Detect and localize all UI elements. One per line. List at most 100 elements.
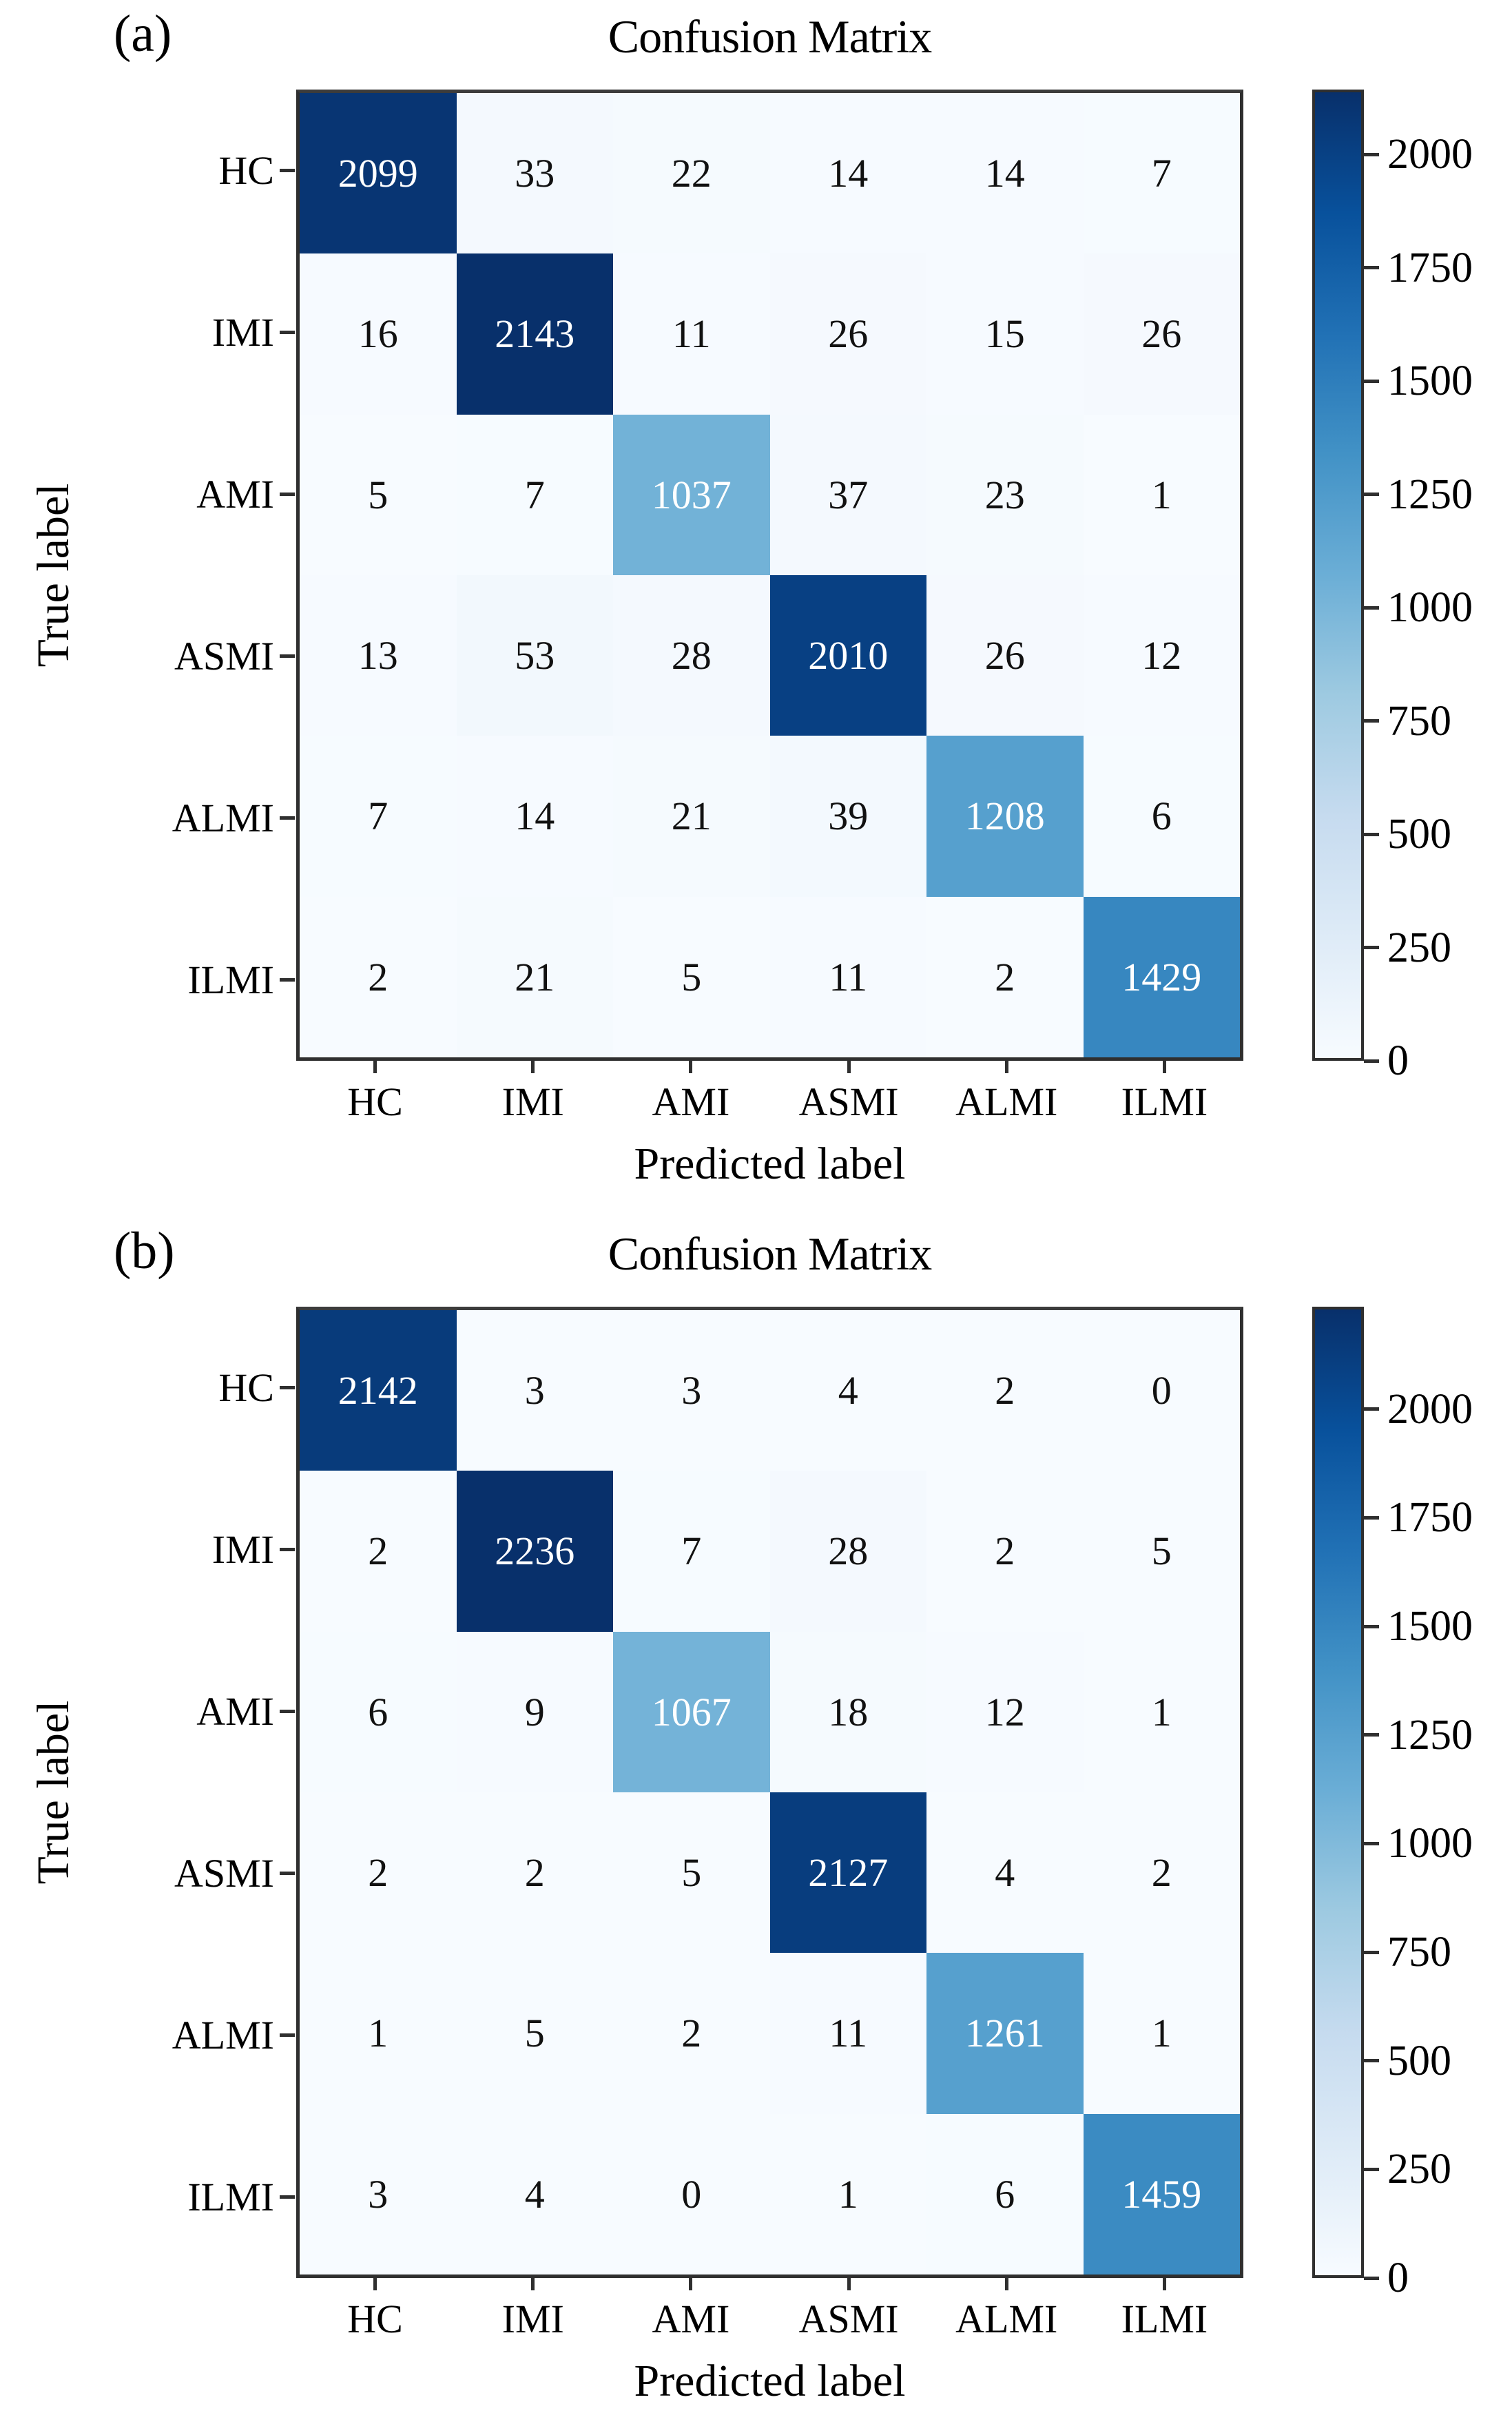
panel-a-tag: (a) bbox=[114, 5, 172, 63]
matrix-cell-ILMI-ASMI: 11 bbox=[769, 896, 926, 1057]
panel-b-xtick-label-ILMI: ILMI bbox=[1121, 2297, 1208, 2341]
panel-b-xtick-label-ASMI: ASMI bbox=[798, 2297, 899, 2341]
panel-b-ytick-label-IMI: IMI bbox=[211, 1526, 274, 1572]
panel-a-ytick-label-AMI: AMI bbox=[196, 471, 274, 517]
panel-a-ytick-mark bbox=[280, 816, 295, 820]
panel-b-xtick-mark bbox=[1162, 2278, 1166, 2290]
panel-b-colorbar-tick-mark bbox=[1364, 1841, 1379, 1845]
matrix-cell-AMI-ALMI: 12 bbox=[926, 1631, 1084, 1792]
matrix-cell-IMI-ASMI: 28 bbox=[769, 1471, 926, 1632]
panel-b-tag: (b) bbox=[114, 1222, 175, 1280]
matrix-cell-ALMI-AMI: 2 bbox=[613, 1953, 770, 2114]
panel-a-colorbar-tick-label: 500 bbox=[1387, 811, 1451, 858]
matrix-cell-ASMI-AMI: 28 bbox=[613, 574, 770, 736]
panel-b-colorbar-tick-label: 750 bbox=[1387, 1929, 1451, 1976]
panel-b-ytick-mark bbox=[280, 2195, 295, 2199]
matrix-cell-HC-IMI: 3 bbox=[456, 1310, 613, 1471]
panel-a-xtick-label-IMI: IMI bbox=[501, 1079, 564, 1124]
panel-b-ytick-label-HC: HC bbox=[218, 1365, 274, 1410]
matrix-cell-ASMI-ASMI: 2127 bbox=[769, 1792, 926, 1954]
matrix-cell-IMI-HC: 2 bbox=[300, 1471, 457, 1632]
panel-b-colorbar-tick-label: 0 bbox=[1387, 2255, 1409, 2301]
matrix-cell-AMI-HC: 5 bbox=[300, 414, 457, 575]
panel-b: (b) Confusion Matrix True label 2142 3 3 4 2… bbox=[0, 1217, 1512, 2434]
panel-a-colorbar-tick-label: 1250 bbox=[1387, 470, 1473, 518]
panel-b-colorbar-tick-mark bbox=[1364, 1950, 1379, 1954]
matrix-cell-ALMI-HC: 1 bbox=[300, 1953, 457, 2114]
matrix-cell-ILMI-ASMI: 1 bbox=[769, 2113, 926, 2275]
matrix-cell-IMI-HC: 16 bbox=[300, 253, 457, 415]
panel-b-colorbar-tick-label: 1000 bbox=[1387, 1820, 1473, 1867]
panel-b-colorbar-tick-label: 500 bbox=[1387, 2037, 1451, 2084]
panel-a-colorbar-tick-mark bbox=[1364, 493, 1379, 497]
panel-a-title: Confusion Matrix bbox=[608, 10, 932, 63]
panel-b-colorbar-tick-label: 1750 bbox=[1387, 1494, 1473, 1542]
matrix-cell-HC-IMI: 33 bbox=[456, 93, 613, 254]
panel-b-ytick-mark bbox=[280, 1386, 295, 1389]
matrix-cell-HC-AMI: 22 bbox=[613, 93, 770, 254]
panel-a-xtick-mark bbox=[531, 1061, 535, 1073]
matrix-cell-ASMI-IMI: 2 bbox=[456, 1792, 613, 1954]
matrix-cell-IMI-ASMI: 26 bbox=[769, 253, 926, 415]
matrix-cell-ASMI-ALMI: 26 bbox=[926, 574, 1084, 736]
matrix-cell-ASMI-IMI: 53 bbox=[456, 574, 613, 736]
matrix-cell-ASMI-HC: 13 bbox=[300, 574, 457, 736]
matrix-cell-IMI-ALMI: 15 bbox=[926, 253, 1084, 415]
panel-a-xtick-label-ASMI: ASMI bbox=[798, 1079, 899, 1124]
panel-a-ytick-mark bbox=[280, 654, 295, 658]
panel-b-ytick-label-AMI: AMI bbox=[196, 1688, 274, 1734]
matrix-cell-ASMI-ILMI: 12 bbox=[1083, 574, 1240, 736]
panel-a-colorbar-tick-mark bbox=[1364, 605, 1379, 610]
matrix-cell-ILMI-ALMI: 6 bbox=[926, 2113, 1084, 2275]
panel-b-colorbar-gradient bbox=[1312, 1307, 1364, 2278]
panel-b-ytick-mark bbox=[280, 1872, 295, 1875]
panel-b-title: Confusion Matrix bbox=[608, 1227, 932, 1280]
panel-a-colorbar-tick-label: 0 bbox=[1387, 1037, 1409, 1084]
matrix-cell-ASMI-ILMI: 2 bbox=[1083, 1792, 1240, 1954]
matrix-cell-ASMI-ASMI: 2010 bbox=[769, 574, 926, 736]
matrix-cell-HC-HC: 2099 bbox=[300, 93, 457, 254]
matrix-cell-ALMI-ALMI: 1261 bbox=[926, 1953, 1084, 2114]
panel-a-ytick-label-ALMI: ALMI bbox=[172, 795, 274, 840]
matrix-cell-AMI-ILMI: 1 bbox=[1083, 1631, 1240, 1792]
panel-b-colorbar-tick-label: 2000 bbox=[1387, 1385, 1473, 1433]
matrix-cell-ALMI-ALMI: 1208 bbox=[926, 736, 1084, 897]
panel-a-ytick-mark bbox=[280, 331, 295, 334]
panel-a-xtick-mark bbox=[373, 1061, 377, 1073]
panel-a-colorbar-tick-label: 1000 bbox=[1387, 584, 1473, 632]
matrix-cell-ILMI-HC: 2 bbox=[300, 896, 457, 1057]
matrix-cell-ILMI-AMI: 0 bbox=[613, 2113, 770, 2275]
panel-a-ytick-mark bbox=[280, 169, 295, 172]
matrix-cell-ILMI-ILMI: 1459 bbox=[1083, 2113, 1240, 2275]
panel-b-colorbar-tick-mark bbox=[1364, 1624, 1379, 1628]
panel-b-colorbar-tick-mark bbox=[1364, 2059, 1379, 2063]
panel-a: (a) Confusion Matrix True label 2099 33 22… bbox=[0, 0, 1512, 1217]
matrix-cell-ALMI-ASMI: 39 bbox=[769, 736, 926, 897]
panel-b-xtick-mark bbox=[373, 2278, 377, 2290]
matrix-cell-HC-ASMI: 14 bbox=[769, 93, 926, 254]
matrix-cell-ALMI-IMI: 5 bbox=[456, 1953, 613, 2114]
matrix-cell-HC-ALMI: 14 bbox=[926, 93, 1084, 254]
panel-b-colorbar-tick-label: 1250 bbox=[1387, 1711, 1473, 1759]
panel-a-colorbar-tick-mark bbox=[1364, 946, 1379, 949]
panel-b-colorbar-tick-mark bbox=[1364, 2276, 1379, 2280]
matrix-cell-ALMI-ASMI: 11 bbox=[769, 1953, 926, 2114]
panel-a-xtick-mark bbox=[847, 1061, 851, 1073]
panel-a-colorbar-tick-mark bbox=[1364, 832, 1379, 836]
matrix-cell-ILMI-ALMI: 2 bbox=[926, 896, 1084, 1057]
panel-a-colorbar-tick-label: 1500 bbox=[1387, 358, 1473, 405]
panel-b-colorbar-tick-mark bbox=[1364, 2167, 1379, 2171]
matrix-cell-HC-ASMI: 4 bbox=[769, 1310, 926, 1471]
panel-a-xlabel: Predicted label bbox=[634, 1139, 906, 1189]
matrix-cell-IMI-ILMI: 5 bbox=[1083, 1471, 1240, 1632]
panel-b-xtick-label-HC: HC bbox=[347, 2297, 403, 2341]
matrix-cell-IMI-ILMI: 26 bbox=[1083, 253, 1240, 415]
panel-a-xtick-label-AMI: AMI bbox=[652, 1079, 730, 1124]
panel-b-xlabel: Predicted label bbox=[634, 2356, 906, 2406]
matrix-cell-ILMI-ILMI: 1429 bbox=[1083, 896, 1240, 1057]
panel-a-ytick-label-HC: HC bbox=[218, 147, 274, 193]
matrix-cell-ILMI-IMI: 4 bbox=[456, 2113, 613, 2275]
matrix-cell-ALMI-ILMI: 6 bbox=[1083, 736, 1240, 897]
matrix-cell-IMI-AMI: 11 bbox=[613, 253, 770, 415]
